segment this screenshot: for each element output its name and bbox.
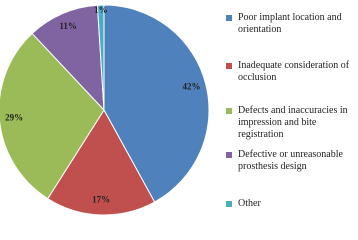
legend-item: Poor implant location and orientation bbox=[226, 12, 356, 36]
legend-label: Poor implant location and orientation bbox=[238, 12, 342, 35]
pie-slice bbox=[0, 32, 105, 200]
pie-slice bbox=[103, 4, 210, 203]
legend-swatch bbox=[226, 201, 232, 207]
legend-swatch bbox=[226, 152, 232, 158]
legend-label: Defective or unreasonable prosthesis des… bbox=[238, 149, 343, 172]
data-label: 1% bbox=[94, 5, 108, 15]
legend-item: Inadequate consideration of occlusion bbox=[226, 60, 356, 84]
legend-label: Inadequate consideration of occlusion bbox=[238, 60, 350, 83]
legend-swatch bbox=[226, 108, 232, 114]
legend-item: Other bbox=[226, 198, 261, 210]
legend-item: Defects and inaccuracies in impression a… bbox=[226, 105, 356, 141]
data-label: 17% bbox=[92, 194, 110, 204]
pie-slice bbox=[47, 109, 156, 216]
data-label: 11% bbox=[59, 21, 77, 31]
legend-item: Defective or unreasonable prosthesis des… bbox=[226, 149, 356, 173]
legend: Poor implant location and orientation Ina… bbox=[226, 0, 356, 219]
legend-label: Defects and inaccuracies in impression a… bbox=[238, 105, 348, 140]
chart: 42% 17% 29% 11% 1% Poor implant location and… bbox=[0, 0, 356, 219]
pie-slice bbox=[31, 4, 105, 112]
pie-area: 42% 17% 29% 11% 1% bbox=[0, 4, 210, 216]
data-label: 29% bbox=[5, 113, 23, 123]
legend-swatch bbox=[226, 63, 232, 69]
data-label: 42% bbox=[182, 82, 200, 92]
legend-swatch bbox=[226, 15, 232, 21]
pie-slice bbox=[96, 4, 105, 111]
legend-label: Other bbox=[238, 198, 261, 209]
